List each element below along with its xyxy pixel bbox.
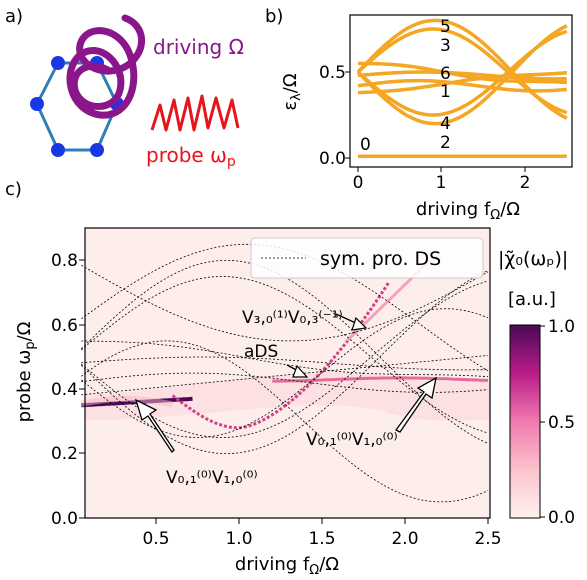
panel-c-xlabel: driving fΩ/Ω	[235, 554, 339, 578]
colorbar-tick-0: 0.0	[548, 508, 575, 528]
colorbar: |χ̃₀(ωₚ)| [a.u.] 1.0 0.5 0.0	[498, 248, 575, 528]
ds-line-10	[81, 340, 489, 503]
panel-a: a) driving Ω probe ωp	[5, 6, 244, 170]
ds-line-9	[81, 243, 489, 372]
panel-c-axes	[84, 227, 491, 519]
panel-b-ytick-1: 0.5	[319, 63, 346, 83]
legend-box	[250, 237, 484, 279]
level-label-6: 6	[440, 64, 451, 84]
panel-b-xtick-2: 2	[520, 173, 531, 193]
probe-wave-icon	[150, 94, 240, 132]
colorbar-title: |χ̃₀(ωₚ)|	[498, 248, 568, 270]
panel-b-xtick-0: 0	[353, 173, 364, 193]
ds-line-5	[81, 355, 489, 396]
panel-b-curves	[356, 18, 568, 159]
ds-line-4	[81, 340, 489, 377]
heat-trace-horizontal	[272, 376, 489, 383]
panel-b-axes	[349, 14, 573, 168]
panel-c-ytick-1: 0.2	[51, 444, 78, 464]
panel-c-xtick-0: 0.5	[142, 529, 169, 549]
ds-line-2	[81, 270, 489, 454]
driving-spiral-icon	[66, 14, 146, 119]
ds-line-8	[81, 264, 489, 342]
legend: sym. pro. DS	[250, 237, 484, 279]
level-label-4: 4	[440, 114, 451, 134]
colorbar-gradient	[509, 324, 541, 519]
level-label-1: 1	[440, 82, 451, 102]
panel-b-ylabel: ελ/Ω	[280, 73, 304, 111]
annotation-arrowhead-top	[351, 316, 368, 331]
level-label-0: 0	[360, 135, 371, 155]
lattice-node	[51, 143, 65, 157]
level-curve-1	[356, 27, 568, 115]
level-curve-3	[356, 29, 568, 117]
annotation-ads: aDS	[244, 342, 278, 362]
panel-b-ticks	[345, 71, 526, 172]
probe-label: probe ωp	[146, 143, 236, 170]
lattice-node	[51, 56, 65, 70]
panel-b: b) 0.0 0.5 0 1 2 driving fΩ/Ω ελ/Ω 5 3 6…	[265, 6, 573, 223]
panel-c-xtick-1: 1.0	[225, 529, 252, 549]
ds-line-0	[81, 260, 489, 444]
level-label-2: 2	[440, 133, 451, 153]
colorbar-unit: [a.u.]	[508, 289, 556, 310]
panel-b-xlabel: driving fΩ/Ω	[416, 199, 520, 223]
lattice-node	[90, 143, 104, 157]
annotation-v30-v03: V₃,₀⁽¹⁾V₀,₃⁽⁻¹⁾	[242, 308, 343, 328]
panel-a-label: a)	[5, 6, 23, 27]
panel-c-ytick-3: 0.6	[51, 316, 78, 336]
panel-c-xtick-2: 1.5	[308, 529, 335, 549]
panel-c: c) sym. pro. DS 0.0 0.2 0.4 0.6 0.8 0.5 …	[5, 179, 575, 578]
heat-glow	[80, 395, 174, 408]
annotation-v01-v10-right: V₀,₁⁽⁰⁾V₁,₀⁽⁰⁾	[306, 430, 398, 450]
heat-band	[85, 372, 490, 421]
big-arrow-left	[134, 398, 175, 454]
panel-c-ylabel: probe ωp/Ω	[14, 321, 38, 422]
ds-line-11	[81, 308, 489, 438]
legend-label: sym. pro. DS	[320, 248, 441, 270]
lattice-node	[30, 97, 44, 111]
panel-c-xtick-3: 2.0	[391, 529, 418, 549]
annotation-v01-v10-left: V₀,₁⁽⁰⁾V₁,₀⁽⁰⁾	[166, 468, 258, 488]
level-label-3: 3	[440, 36, 451, 56]
level-curve-4	[358, 61, 567, 85]
panel-c-ytick-0: 0.0	[51, 509, 78, 529]
ds-line-1	[81, 276, 489, 434]
panel-c-ytick-2: 0.4	[51, 380, 78, 400]
level-label-5: 5	[440, 17, 451, 37]
level-curve-5	[358, 71, 567, 95]
panel-b-ytick-0: 0.0	[319, 149, 346, 169]
level-curve-6	[357, 70, 567, 81]
panel-c-xtick-4: 2.5	[474, 529, 501, 549]
panel-b-label: b)	[265, 6, 283, 27]
colorbar-tick-1: 0.5	[548, 413, 575, 433]
level-curve-7	[357, 78, 567, 93]
panel-c-ytick-4: 0.8	[51, 251, 78, 271]
ds-line-7	[81, 372, 489, 393]
big-arrow-right	[395, 376, 437, 433]
panel-b-xtick-1: 1	[436, 173, 447, 193]
annotation-arrowhead-ads	[292, 364, 309, 378]
driving-label: driving Ω	[153, 35, 244, 59]
colorbar-tick-2: 1.0	[548, 317, 575, 337]
panel-c-label: c)	[5, 179, 22, 200]
panel-c-ticks	[79, 259, 489, 524]
